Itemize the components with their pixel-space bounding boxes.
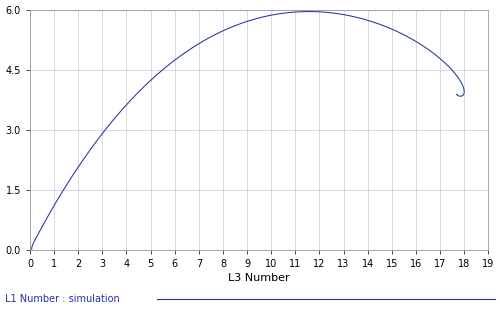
X-axis label: L3 Number: L3 Number — [228, 273, 290, 283]
Text: L1 Number : simulation: L1 Number : simulation — [5, 294, 120, 304]
